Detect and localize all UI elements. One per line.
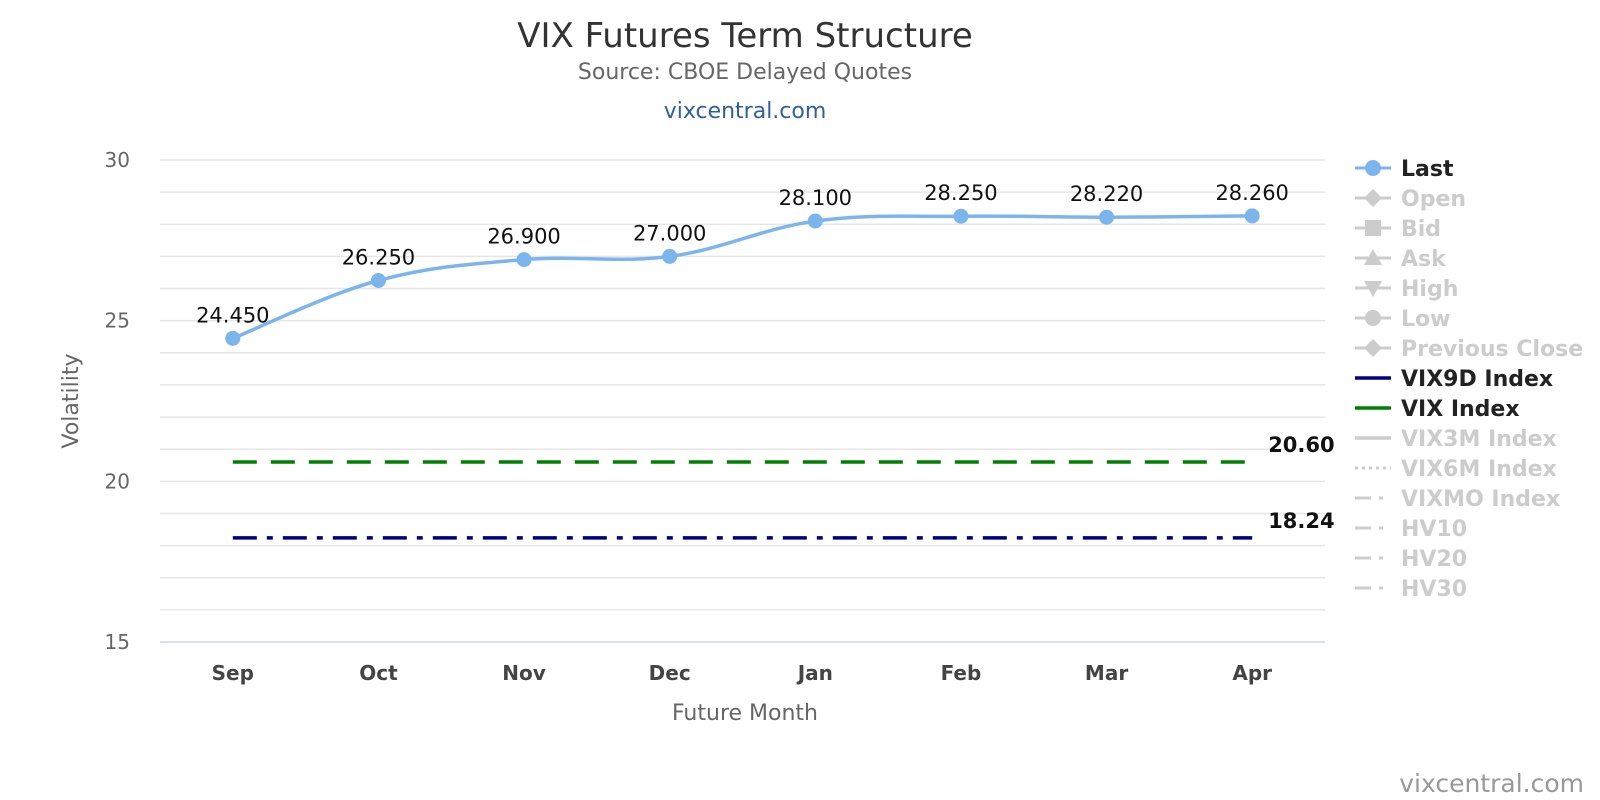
legend-marker	[1364, 249, 1382, 265]
data-point[interactable]	[225, 330, 241, 346]
legend-label: Ask	[1401, 247, 1447, 272]
legend-item[interactable]: HV10	[1355, 517, 1467, 542]
legend-label: Previous Close	[1401, 337, 1583, 362]
data-point[interactable]	[370, 273, 386, 288]
legend-marker	[1365, 310, 1381, 326]
data-point[interactable]	[807, 213, 823, 229]
legend-item[interactable]: Low	[1355, 307, 1450, 332]
legend-label: HV30	[1401, 577, 1467, 602]
data-point[interactable]	[1244, 208, 1260, 224]
x-tick-label: Mar	[1085, 661, 1128, 685]
legend-item[interactable]: HV30	[1355, 577, 1467, 602]
legend-marker	[1365, 160, 1381, 176]
x-tick-label: Sep	[212, 661, 254, 685]
data-label: 28.220	[1070, 182, 1143, 206]
legend-item[interactable]: High	[1355, 277, 1458, 302]
reference-line-label: 18.24	[1268, 509, 1334, 533]
series-last: 24.450 26.250 26.900 27.000 28.100 28.250 28.2…	[196, 181, 1289, 346]
reference-lines: 20.60 18.24	[232, 433, 1335, 540]
data-point[interactable]	[1099, 209, 1115, 225]
legend-label: VIXMO Index	[1401, 487, 1560, 512]
series-line-last	[232, 214, 1253, 340]
legend-label: HV10	[1401, 517, 1467, 542]
data-label: 24.450	[196, 303, 269, 327]
legend-marker	[1364, 189, 1382, 207]
legend-item[interactable]: VIXMO Index	[1355, 487, 1560, 512]
chart-title: VIX Futures Term Structure	[517, 16, 973, 56]
y-axis-ticks: 15 20 25 30	[105, 148, 130, 654]
data-point[interactable]	[516, 252, 532, 268]
y-axis-label: Volatility	[59, 353, 84, 448]
x-tick-label: Dec	[649, 661, 691, 685]
data-label: 28.250	[924, 181, 997, 205]
data-point[interactable]	[662, 248, 678, 264]
legend-label: Open	[1401, 187, 1466, 212]
x-tick-label: Feb	[941, 661, 982, 685]
y-tick-label: 25	[105, 309, 130, 333]
credit-text[interactable]: vixcentral.com	[1399, 769, 1584, 798]
data-label: 27.000	[633, 221, 706, 245]
legend-item[interactable]: VIX3M Index	[1355, 427, 1557, 452]
data-label: 28.260	[1215, 181, 1288, 205]
x-axis-label: Future Month	[672, 701, 818, 726]
legend-marker	[1364, 339, 1382, 357]
legend-label: VIX6M Index	[1401, 457, 1557, 482]
legend-item[interactable]: HV20	[1355, 547, 1467, 572]
legend-item[interactable]: VIX9D Index	[1355, 367, 1553, 392]
x-axis-ticks: Sep Oct Nov Dec Jan Feb Mar Apr	[212, 661, 1272, 685]
legend-label: VIX3M Index	[1401, 427, 1557, 452]
source-link[interactable]: vixcentral.com	[664, 99, 827, 124]
legend-marker	[1365, 220, 1381, 236]
y-tick-label: 15	[105, 630, 130, 654]
legend-label: Last	[1401, 157, 1454, 182]
x-tick-label: Nov	[502, 661, 546, 685]
legend-item[interactable]: VIX Index	[1355, 397, 1520, 422]
legend-item[interactable]: Ask	[1355, 247, 1447, 272]
x-tick-label: Apr	[1232, 661, 1272, 685]
data-label: 26.250	[342, 246, 415, 270]
data-label: 28.100	[779, 186, 852, 210]
legend-item[interactable]: Last	[1355, 157, 1454, 182]
legend-item[interactable]: Bid	[1355, 217, 1441, 242]
x-tick-label: Oct	[359, 661, 398, 685]
legend-label: Bid	[1401, 217, 1441, 242]
x-tick-label: Jan	[796, 661, 833, 685]
y-tick-label: 30	[105, 148, 130, 172]
data-label: 26.900	[487, 225, 560, 249]
reference-line-label: 20.60	[1268, 433, 1334, 457]
y-tick-label: 20	[105, 469, 130, 493]
legend-item[interactable]: Previous Close	[1355, 337, 1583, 362]
legend: Last Open Bid Ask High Low Previous Close VIX9D…	[1355, 157, 1583, 602]
legend-marker	[1364, 281, 1382, 297]
legend-label: High	[1401, 277, 1458, 302]
legend-label: Low	[1401, 307, 1450, 332]
grid-lines	[160, 159, 1325, 643]
legend-label: HV20	[1401, 547, 1467, 572]
chart-subtitle: Source: CBOE Delayed Quotes	[578, 60, 912, 85]
legend-item[interactable]: Open	[1355, 187, 1466, 212]
data-point[interactable]	[953, 208, 969, 224]
legend-label: VIX9D Index	[1401, 367, 1553, 392]
legend-item[interactable]: VIX6M Index	[1355, 457, 1557, 482]
legend-label: VIX Index	[1401, 397, 1520, 422]
